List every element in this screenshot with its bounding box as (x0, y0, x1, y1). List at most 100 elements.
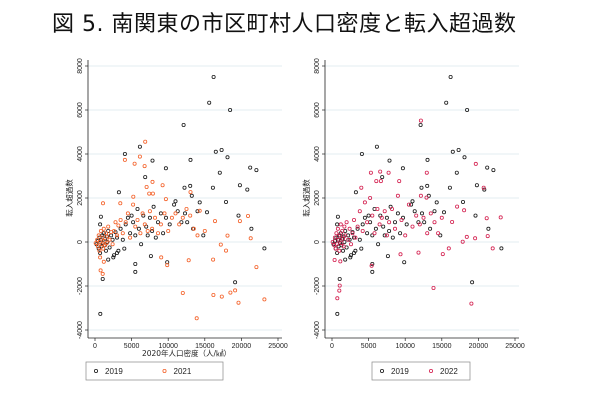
data-point-2019 (412, 209, 417, 214)
data-point-2019 (418, 123, 423, 128)
data-point-2019 (182, 211, 187, 216)
data-point-2021 (142, 222, 147, 227)
data-point-2021 (110, 242, 115, 247)
data-point-2022 (333, 246, 338, 251)
data-point-2022 (424, 195, 429, 200)
data-point-2019 (402, 260, 407, 265)
data-point-2019 (111, 255, 116, 260)
data-point-2022 (416, 250, 421, 255)
data-point-2019 (499, 246, 504, 251)
data-point-2019 (211, 75, 216, 80)
y-tick-label: -4000 (77, 321, 84, 339)
x-tick-label: 20000 (469, 343, 489, 350)
data-point-2022 (332, 235, 337, 240)
data-point-2019 (392, 220, 397, 225)
data-point-2022 (365, 220, 370, 225)
data-point-2021 (105, 234, 110, 239)
data-point-2021 (211, 292, 216, 297)
x-tick-label: 0 (93, 343, 97, 350)
data-point-2022 (378, 169, 383, 174)
data-point-2022 (357, 209, 362, 214)
data-point-2022 (484, 216, 489, 221)
data-point-2022 (343, 233, 348, 238)
data-point-2022 (473, 161, 478, 166)
data-point-2019 (347, 237, 352, 242)
data-point-2019 (217, 170, 222, 175)
data-point-2019 (125, 215, 130, 220)
data-point-2021 (188, 213, 193, 218)
data-point-2021 (118, 217, 123, 222)
data-point-2021 (254, 265, 259, 270)
data-point-2019 (172, 202, 177, 207)
data-point-2021 (123, 220, 128, 225)
data-point-2021 (143, 139, 148, 144)
legend-marker-2019 (94, 368, 99, 373)
data-point-2022 (382, 209, 387, 214)
data-point-2019 (473, 213, 478, 218)
data-point-2019 (373, 226, 378, 231)
data-point-2022 (455, 204, 460, 209)
data-point-2019 (370, 233, 375, 238)
data-point-2019 (175, 209, 180, 214)
data-point-2019 (173, 199, 178, 204)
data-point-2021 (228, 290, 233, 295)
data-point-2021 (99, 242, 104, 247)
data-point-2019 (381, 224, 386, 229)
data-point-2019 (359, 246, 364, 251)
data-point-2022 (362, 200, 367, 205)
data-point-2021 (147, 209, 152, 214)
data-point-2022 (339, 241, 344, 246)
data-point-2022 (389, 206, 394, 211)
data-point-2021 (150, 191, 155, 196)
data-point-2022 (387, 220, 392, 225)
data-point-2019 (374, 144, 379, 149)
data-point-2022 (398, 252, 403, 257)
data-point-2019 (189, 193, 194, 198)
data-point-2022 (348, 242, 353, 247)
data-point-2022 (379, 215, 384, 220)
data-point-2019 (419, 185, 424, 190)
data-point-2019 (123, 222, 128, 227)
data-point-2019 (237, 183, 242, 188)
x-tick-label: 5000 (124, 343, 140, 350)
data-point-2019 (387, 158, 392, 163)
data-point-2019 (370, 269, 375, 274)
y-tick-label: -2000 (77, 277, 84, 295)
data-point-2021 (137, 154, 142, 159)
data-point-2021 (150, 179, 155, 184)
data-point-2021 (140, 211, 145, 216)
data-point-2021 (145, 228, 150, 233)
data-point-2019 (428, 226, 433, 231)
data-point-2021 (122, 157, 127, 162)
data-point-2022 (359, 185, 364, 190)
y-tick-label: 0 (314, 240, 321, 244)
data-point-2019 (182, 185, 187, 190)
data-point-2021 (98, 268, 103, 273)
data-point-2022 (337, 283, 342, 288)
y-tick-label: 4000 (314, 146, 321, 162)
data-point-2022 (337, 248, 342, 253)
data-point-2022 (340, 228, 345, 233)
x-tick-label: 15000 (432, 343, 452, 350)
data-point-2022 (462, 208, 467, 213)
data-point-2019 (179, 220, 184, 225)
data-point-2022 (397, 179, 402, 184)
data-point-2019 (128, 231, 133, 236)
x-tick-label: 25000 (268, 343, 288, 350)
data-point-2021 (101, 226, 106, 231)
data-point-2022 (368, 195, 373, 200)
data-point-2022 (469, 301, 474, 306)
data-point-2022 (490, 246, 495, 251)
data-point-2019 (197, 200, 202, 205)
y-tick-label: 6000 (77, 102, 84, 118)
data-point-2019 (485, 165, 490, 170)
data-point-2019 (115, 250, 120, 255)
data-point-2022 (355, 224, 360, 229)
data-point-2019 (348, 255, 353, 260)
data-point-2021 (120, 231, 125, 236)
data-point-2022 (399, 217, 404, 222)
data-point-2022 (421, 215, 426, 220)
data-point-2019 (100, 276, 105, 281)
chart-2019-vs-2021: -4000 -2000 0 2000 4000 6000 8000 0 5000 10000 150… (64, 58, 288, 381)
data-point-2022 (332, 257, 337, 262)
